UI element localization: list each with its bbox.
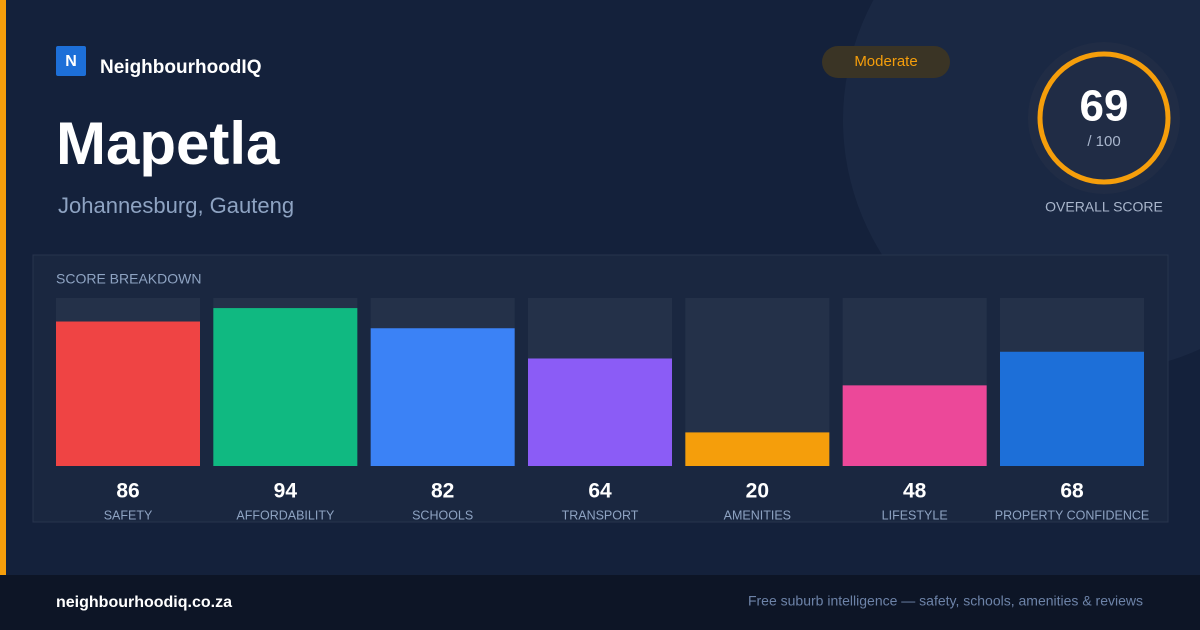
category-label: LIFESTYLE (882, 508, 948, 522)
category-label: AMENITIES (724, 508, 791, 522)
gauge-bg (1028, 42, 1180, 194)
bar (842, 385, 987, 466)
footer-url: neighbourhoodiq.co.za (56, 594, 232, 611)
badge: Moderate (854, 53, 917, 70)
bar (213, 308, 358, 466)
value-label: 82 (431, 480, 454, 503)
value-label: 48 (903, 480, 927, 503)
bar (528, 358, 672, 466)
region: Johannesburg, Gauteng (58, 193, 294, 218)
value-label: 68 (1060, 480, 1084, 503)
overall-score: 69 (1080, 82, 1129, 131)
footer-tagline: Free suburb intelligence — safety, schoo… (748, 593, 1143, 609)
badge-pill (822, 46, 950, 78)
gauge-ring (1037, 51, 1171, 185)
category-label: TRANSPORT (562, 508, 639, 522)
suburb-name: Mapetla (56, 110, 280, 177)
logo-box (56, 46, 86, 76)
brand: NeighbourhoodIQ (100, 57, 261, 78)
category-label: SAFETY (104, 508, 153, 522)
footer-bar (0, 575, 1200, 630)
overall-caption: OVERALL SCORE (1045, 199, 1163, 215)
value-label: 64 (588, 480, 612, 503)
logo-letter: N (65, 53, 77, 70)
category-label: AFFORDABILITY (236, 508, 335, 522)
category-label: SCHOOLS (412, 508, 473, 522)
bar (56, 321, 200, 466)
bar (1000, 351, 1144, 466)
accent-strip (0, 0, 6, 575)
chart-title: SCORE BREAKDOWN (56, 271, 201, 287)
bar (370, 328, 515, 466)
value-label: 86 (116, 480, 139, 503)
category-label: PROPERTY CONFIDENCE (995, 508, 1149, 522)
value-label: 20 (746, 480, 769, 503)
overall-out-of: / 100 (1087, 133, 1120, 150)
value-label: 94 (274, 480, 298, 503)
bar (685, 432, 830, 466)
